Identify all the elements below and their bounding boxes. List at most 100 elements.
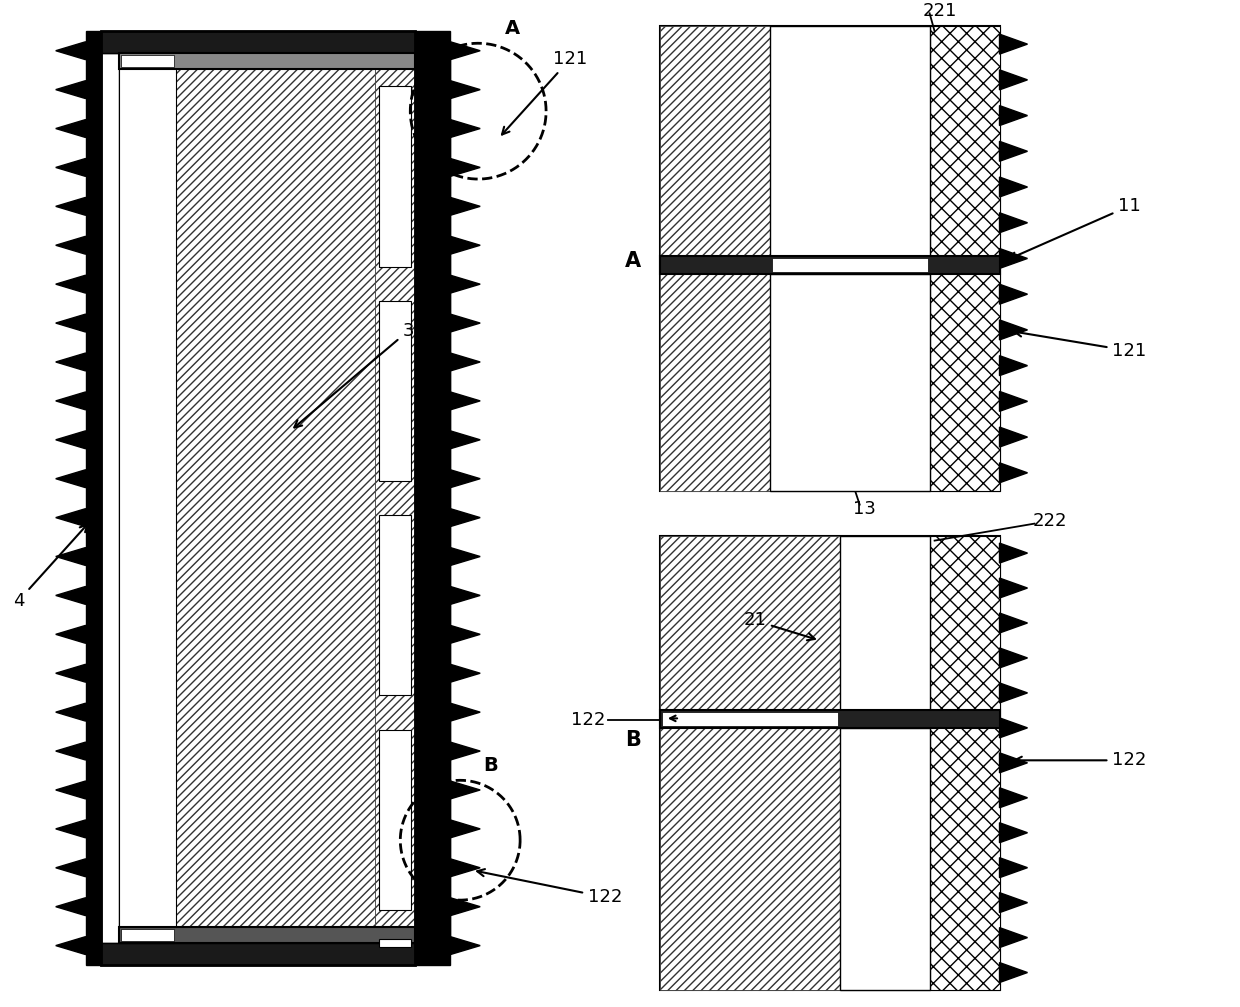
Bar	[770, 26, 930, 256]
Polygon shape	[450, 742, 480, 760]
Text: 13: 13	[853, 499, 877, 518]
Bar	[660, 536, 839, 710]
Bar	[120, 55, 174, 67]
Bar	[86, 31, 100, 965]
Bar	[839, 536, 930, 710]
Text: A: A	[625, 251, 641, 271]
Polygon shape	[999, 69, 1028, 90]
Polygon shape	[56, 742, 86, 760]
Polygon shape	[56, 237, 86, 254]
Polygon shape	[450, 431, 480, 449]
Polygon shape	[999, 787, 1028, 808]
Polygon shape	[56, 625, 86, 643]
Polygon shape	[999, 892, 1028, 912]
Bar	[415, 31, 450, 965]
Text: 4: 4	[14, 525, 87, 609]
Polygon shape	[56, 937, 86, 955]
Text: 3: 3	[294, 322, 414, 427]
Polygon shape	[999, 683, 1028, 703]
Polygon shape	[450, 820, 480, 838]
Polygon shape	[56, 509, 86, 527]
Polygon shape	[999, 578, 1028, 598]
Bar	[660, 728, 839, 990]
Polygon shape	[999, 823, 1028, 843]
Polygon shape	[450, 120, 480, 138]
Text: 122: 122	[477, 869, 622, 906]
Bar	[120, 929, 174, 942]
Text: 121: 121	[502, 50, 588, 135]
Polygon shape	[999, 355, 1028, 376]
Polygon shape	[56, 781, 86, 799]
Polygon shape	[450, 197, 480, 215]
Bar	[119, 53, 176, 944]
Polygon shape	[56, 314, 86, 332]
Polygon shape	[450, 703, 480, 721]
Polygon shape	[999, 718, 1028, 738]
Polygon shape	[450, 781, 480, 799]
Bar	[930, 26, 999, 490]
Polygon shape	[56, 392, 86, 410]
Polygon shape	[999, 212, 1028, 233]
Polygon shape	[999, 141, 1028, 161]
Polygon shape	[56, 469, 86, 487]
Bar	[379, 516, 412, 696]
Bar	[379, 301, 412, 481]
Text: A: A	[505, 19, 520, 38]
Bar	[379, 940, 412, 947]
Polygon shape	[999, 249, 1028, 269]
Polygon shape	[450, 859, 480, 877]
Polygon shape	[450, 158, 480, 176]
Polygon shape	[450, 41, 480, 59]
Polygon shape	[56, 120, 86, 138]
Polygon shape	[999, 463, 1028, 482]
Polygon shape	[56, 859, 86, 877]
Polygon shape	[999, 284, 1028, 304]
Bar	[660, 256, 999, 274]
Polygon shape	[56, 665, 86, 682]
Bar	[379, 730, 412, 910]
Polygon shape	[450, 897, 480, 915]
Bar	[100, 31, 415, 965]
Polygon shape	[999, 427, 1028, 447]
Bar	[660, 26, 770, 490]
Polygon shape	[450, 353, 480, 371]
Polygon shape	[56, 41, 86, 59]
Bar	[119, 53, 415, 69]
Bar	[100, 53, 119, 944]
Bar	[770, 274, 930, 490]
Bar	[662, 712, 838, 726]
Bar	[771, 258, 928, 272]
Polygon shape	[56, 158, 86, 176]
Polygon shape	[999, 753, 1028, 772]
Bar	[660, 710, 999, 728]
Bar	[415, 53, 450, 944]
Polygon shape	[450, 275, 480, 293]
Polygon shape	[56, 820, 86, 838]
Text: 121: 121	[1014, 329, 1147, 359]
Bar	[376, 53, 415, 944]
Polygon shape	[450, 509, 480, 527]
Bar	[660, 536, 999, 990]
Polygon shape	[56, 703, 86, 721]
Text: 221: 221	[923, 2, 957, 20]
Text: B: B	[625, 730, 641, 750]
Polygon shape	[450, 625, 480, 643]
Bar	[176, 53, 376, 944]
Polygon shape	[450, 392, 480, 410]
Polygon shape	[450, 81, 480, 99]
Bar	[930, 536, 999, 990]
Bar	[839, 728, 930, 990]
Polygon shape	[450, 586, 480, 604]
Bar	[100, 944, 415, 965]
Polygon shape	[450, 314, 480, 332]
Text: 222: 222	[1032, 512, 1066, 530]
Polygon shape	[999, 613, 1028, 633]
Bar	[100, 31, 415, 53]
Polygon shape	[56, 275, 86, 293]
Text: B: B	[482, 756, 497, 775]
Bar	[660, 26, 999, 490]
Polygon shape	[56, 81, 86, 99]
Bar	[660, 274, 770, 490]
Polygon shape	[999, 543, 1028, 563]
Polygon shape	[999, 392, 1028, 411]
